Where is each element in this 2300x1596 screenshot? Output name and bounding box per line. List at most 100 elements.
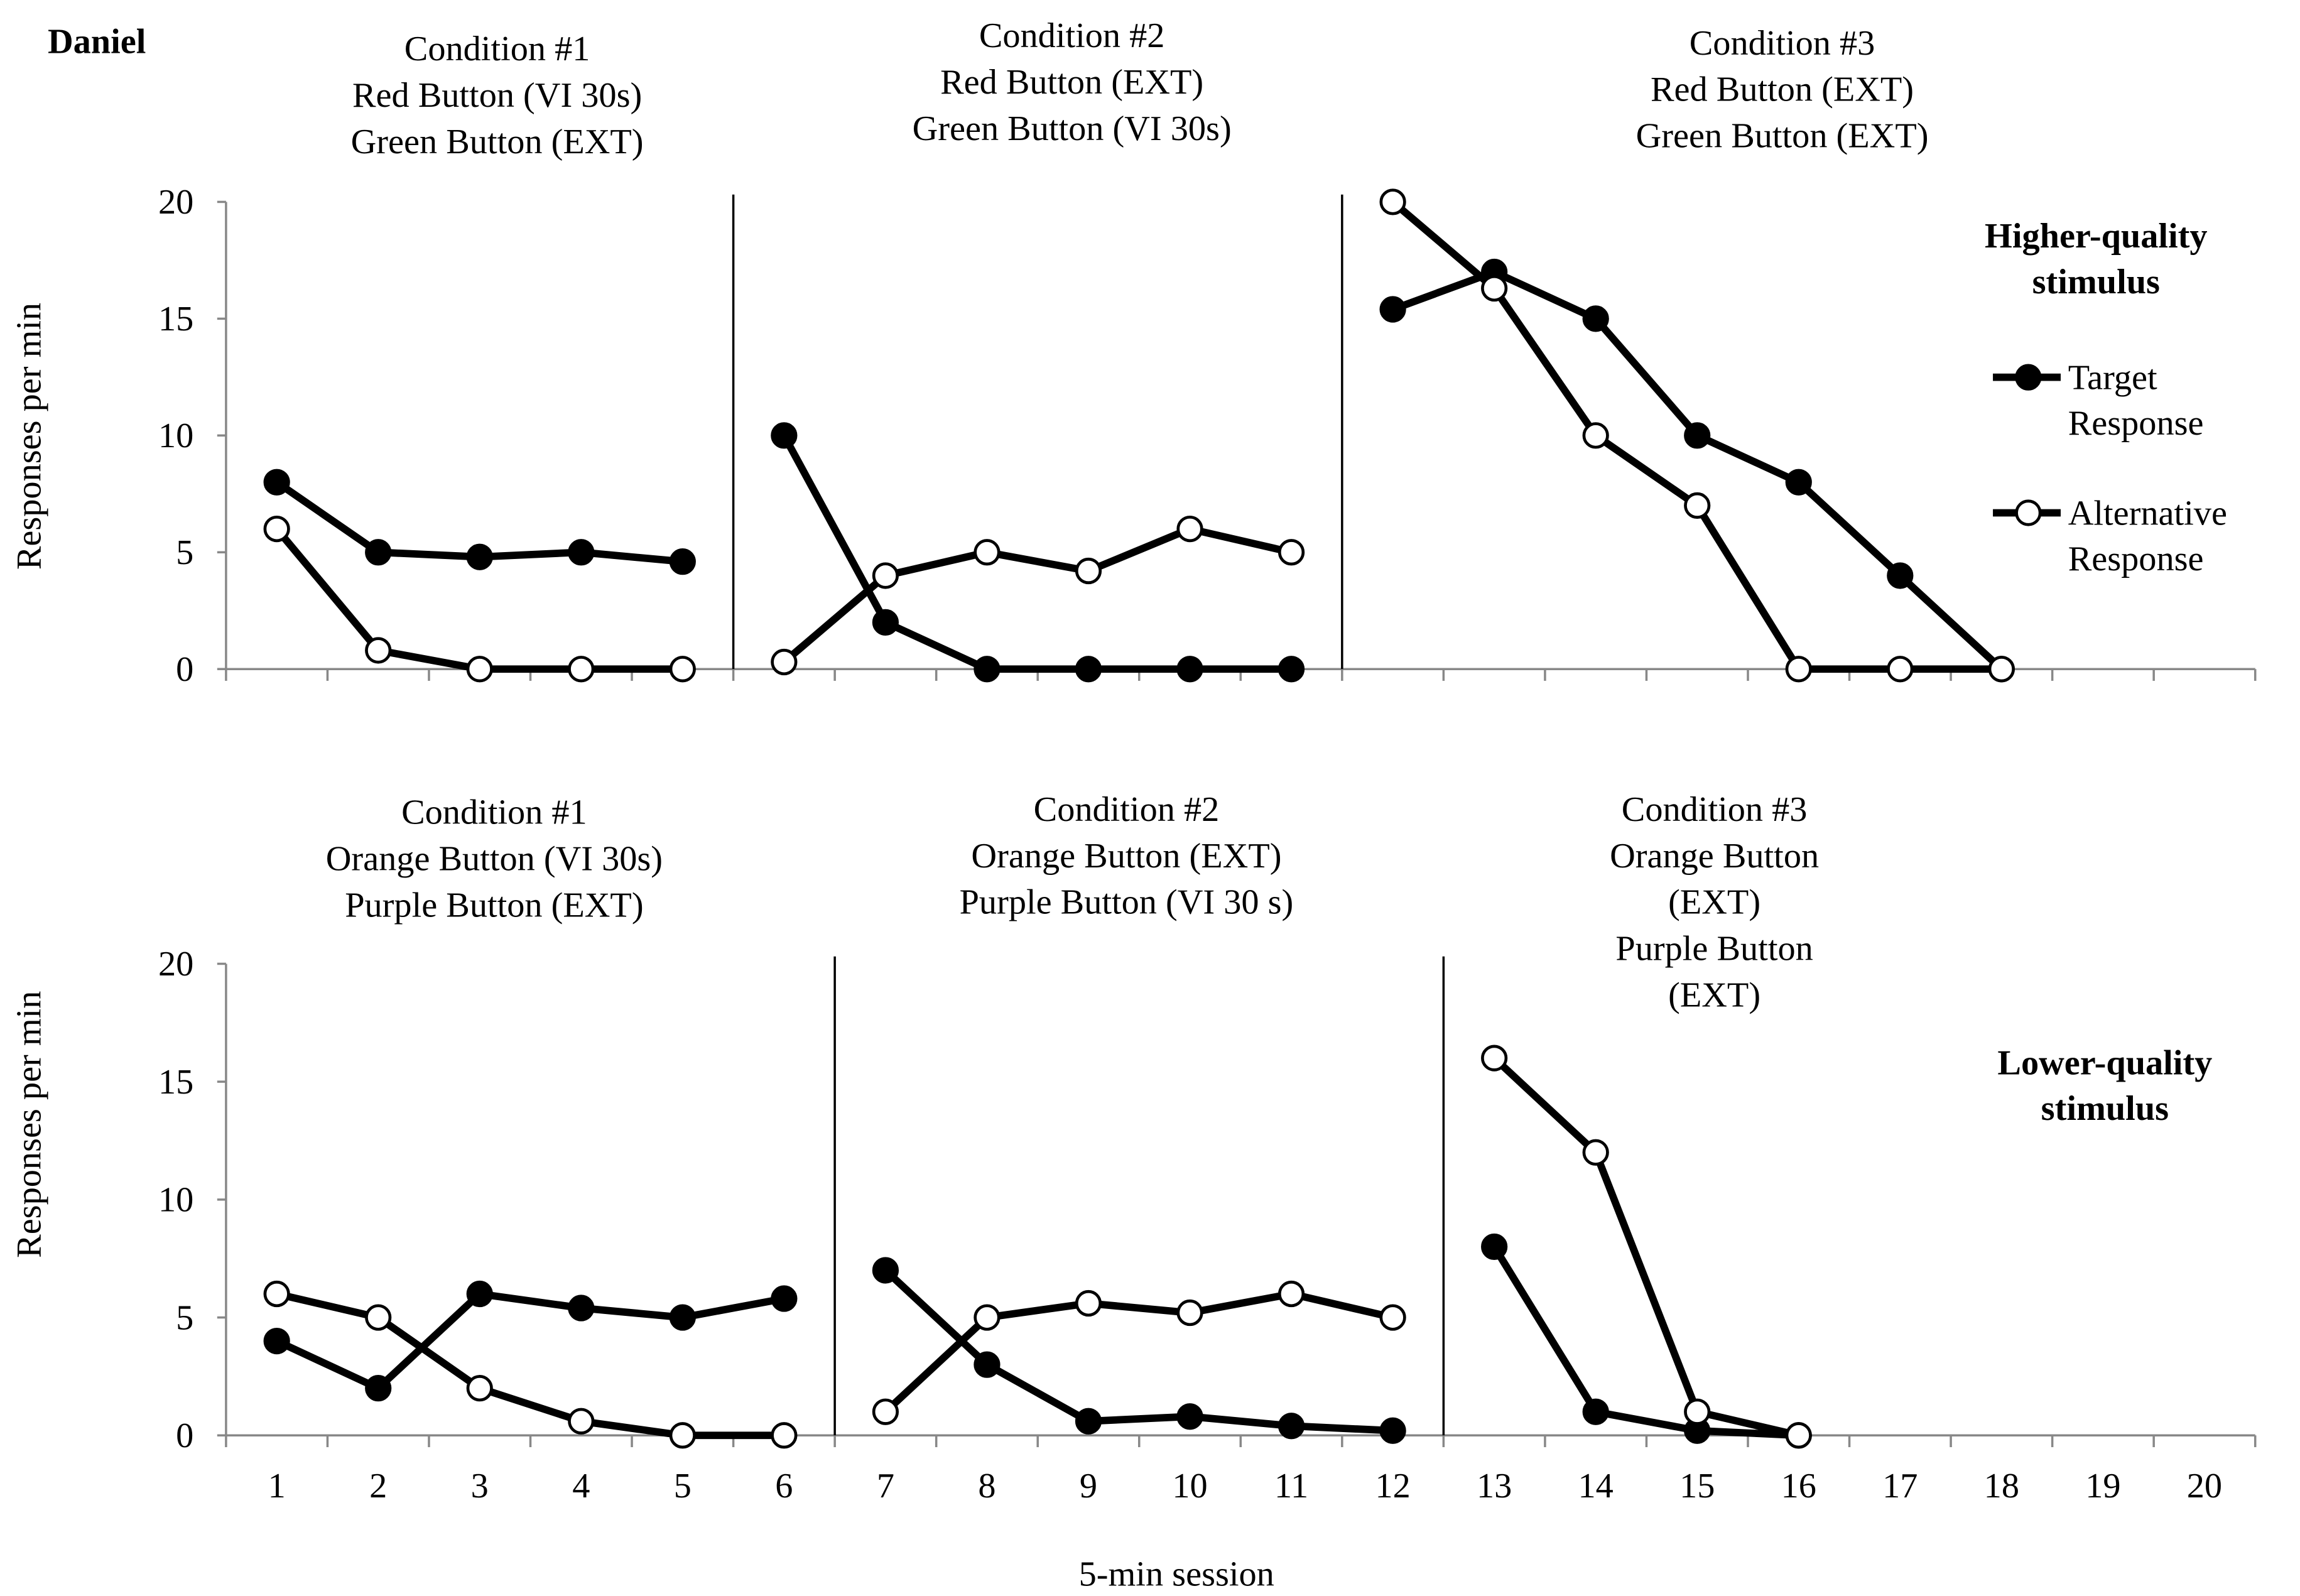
- target-point: [263, 1327, 290, 1355]
- alternative-point: [1481, 274, 1508, 302]
- alternative-point: [466, 1375, 493, 1402]
- alternative-series-line: [276, 1290, 784, 1440]
- condition-title: Orange Button (VI 30s): [326, 839, 663, 878]
- condition-title: Orange Button: [1610, 837, 1819, 876]
- target-series-line: [1491, 1244, 1799, 1440]
- panel-label: Lower-quality: [1997, 1043, 2212, 1082]
- condition-title: Green Button (EXT): [1636, 117, 1929, 156]
- target-point: [1887, 562, 1914, 589]
- alternative-point: [1684, 1398, 1711, 1425]
- y-tick-label: 15: [158, 1063, 193, 1102]
- alternative-point: [1277, 1280, 1305, 1308]
- y-tick-label: 20: [158, 945, 193, 984]
- alternative-point: [365, 1304, 392, 1331]
- alternative-series-line: [882, 1290, 1394, 1415]
- target-point: [365, 1375, 392, 1402]
- alternative-point: [263, 1280, 290, 1308]
- phase-3: Condition #3 Red Button (EXT) Green Button…: [1379, 24, 2015, 683]
- participant-name: Daniel: [48, 22, 146, 61]
- alternative-point: [1988, 656, 2015, 683]
- target-point: [1582, 1398, 1609, 1425]
- target-point: [1379, 296, 1406, 323]
- alternative-point: [1582, 422, 1609, 449]
- target-series-line: [275, 1290, 785, 1392]
- alternative-point: [872, 562, 899, 589]
- condition-title: Green Button (VI 30s): [913, 109, 1232, 148]
- x-tick-label: 10: [1172, 1467, 1207, 1506]
- y-tick-label: 0: [176, 1416, 193, 1455]
- condition-title: Condition #2: [979, 16, 1165, 55]
- target-point: [1176, 1403, 1203, 1430]
- target-point: [1277, 656, 1305, 683]
- target-point: [974, 656, 1001, 683]
- panel-label: stimulus: [2041, 1089, 2169, 1128]
- x-tick-label: 9: [1080, 1467, 1097, 1506]
- x-axis-label: 5-min session: [1079, 1555, 1274, 1594]
- alternative-point: [1176, 1299, 1203, 1327]
- alternative-point: [568, 656, 595, 683]
- y-axis-label: Responses per min: [9, 991, 48, 1258]
- x-tick-label: 5: [674, 1467, 692, 1506]
- target-point: [1075, 656, 1102, 683]
- target-point: [1481, 1233, 1508, 1261]
- condition-title: Condition #1: [404, 30, 590, 68]
- target-point: [1582, 305, 1609, 332]
- alternative-point: [1075, 557, 1102, 585]
- alternative-series-line: [1492, 1055, 1800, 1439]
- condition-title: Red Button (VI 30s): [352, 76, 642, 115]
- alternative-point: [1379, 188, 1406, 215]
- x-tick-label: 8: [978, 1467, 995, 1506]
- alternative-point: [568, 1408, 595, 1435]
- alternative-point: [974, 1304, 1001, 1331]
- x-tick-label: 7: [877, 1467, 894, 1506]
- panel-label: stimulus: [2032, 263, 2160, 301]
- target-point: [1379, 1417, 1406, 1444]
- alternative-point: [1785, 1422, 1812, 1449]
- alternative-point: [1481, 1045, 1508, 1072]
- alternative-point: [669, 1422, 696, 1449]
- target-point: [1684, 422, 1711, 449]
- alternative-point: [1887, 656, 1914, 683]
- alternative-point: [1277, 539, 1305, 566]
- condition-title: Purple Button: [1615, 930, 1813, 969]
- alternative-point: [1075, 1289, 1102, 1317]
- alternative-point: [1582, 1139, 1609, 1166]
- alternative-point: [771, 1422, 798, 1449]
- alternative-point: [1684, 492, 1711, 519]
- y-tick-label: 20: [158, 183, 193, 222]
- target-point: [365, 539, 392, 566]
- legend-target-marker: [2015, 364, 2042, 391]
- y-tick-label: 5: [176, 1298, 193, 1337]
- alternative-point: [771, 648, 798, 676]
- y-tick-label: 10: [158, 416, 193, 455]
- y-tick-label: 10: [158, 1181, 193, 1220]
- x-tick-label: 20: [2187, 1467, 2222, 1506]
- target-point: [568, 1295, 595, 1322]
- condition-title: Green Button (EXT): [351, 122, 644, 161]
- panel-1: 0 5 10 15 20 Responses per min Higher-quality s…: [9, 16, 2257, 689]
- alternative-point: [1379, 1304, 1406, 1331]
- condition-title: Condition #3: [1622, 790, 1808, 829]
- condition-title: Red Button (EXT): [1651, 70, 1914, 109]
- panel-label: Higher-quality: [1985, 217, 2207, 256]
- target-series-line: [781, 433, 1292, 673]
- phase-1: Condition #1 Red Button (VI 30s) Green But…: [263, 30, 696, 683]
- phase-2: Condition #2 Orange Button (EXT) Purple Bu…: [872, 790, 1406, 1444]
- condition-title: Purple Button (VI 30 s): [960, 883, 1294, 922]
- y-tick-label: 15: [158, 300, 193, 339]
- legend-target-label-1: Target: [2068, 358, 2157, 397]
- x-tick-label: 2: [369, 1467, 387, 1506]
- legend-target-label-2: Response: [2068, 404, 2204, 443]
- y-axis-label: Responses per min: [9, 303, 48, 570]
- condition-title: Orange Button (EXT): [971, 837, 1281, 876]
- x-tick-label: 15: [1679, 1467, 1715, 1506]
- target-point: [771, 422, 798, 449]
- target-point: [974, 1351, 1001, 1378]
- condition-title: (EXT): [1668, 883, 1760, 922]
- x-tick-label: 17: [1882, 1467, 1918, 1506]
- target-point: [466, 543, 493, 570]
- target-point: [771, 1285, 798, 1312]
- x-tick-label: 12: [1375, 1467, 1410, 1506]
- phase-3: Condition #3 Orange Button (EXT) Purple But…: [1481, 790, 1819, 1449]
